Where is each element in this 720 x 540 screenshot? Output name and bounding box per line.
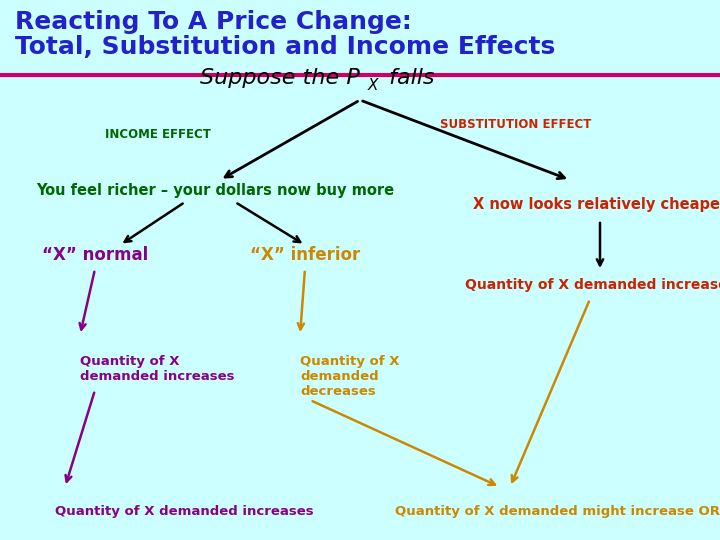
Text: X: X [368, 78, 379, 93]
Text: Total, Substitution and Income Effects: Total, Substitution and Income Effects [15, 35, 555, 59]
Text: INCOME EFFECT: INCOME EFFECT [105, 129, 211, 141]
Text: “X” normal: “X” normal [42, 246, 148, 264]
Text: Quantity of X demanded might increase OR decrease: Quantity of X demanded might increase OR… [395, 505, 720, 518]
Text: Quantity of X
demanded
decreases: Quantity of X demanded decreases [300, 355, 400, 398]
Text: “X” inferior: “X” inferior [250, 246, 360, 264]
Text: SUBSTITUTION EFFECT: SUBSTITUTION EFFECT [440, 118, 591, 132]
Text: Quantity of X demanded increases: Quantity of X demanded increases [55, 505, 314, 518]
Text: Suppose the P: Suppose the P [200, 68, 360, 88]
Text: Quantity of X
demanded increases: Quantity of X demanded increases [80, 355, 235, 383]
Text: falls: falls [382, 68, 434, 88]
Text: Reacting To A Price Change:: Reacting To A Price Change: [15, 10, 412, 34]
Text: Quantity of X demanded increases: Quantity of X demanded increases [464, 278, 720, 292]
Text: X now looks relatively cheaper: X now looks relatively cheaper [473, 198, 720, 213]
Text: You feel richer – your dollars now buy more: You feel richer – your dollars now buy m… [36, 183, 394, 198]
